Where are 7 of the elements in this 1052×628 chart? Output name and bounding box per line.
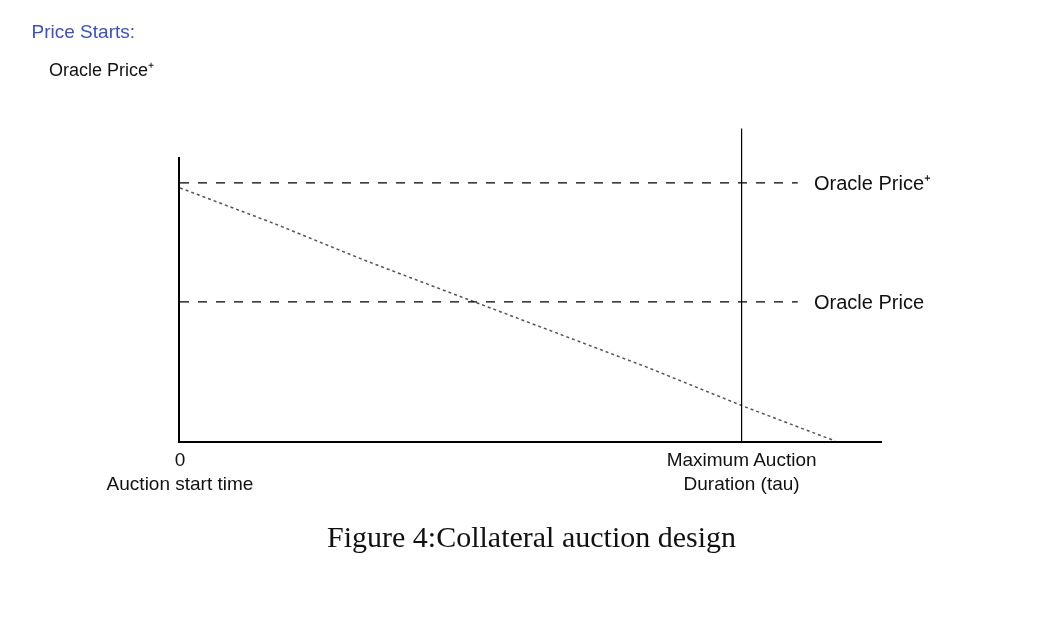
chart-subtitle: Oracle Price⁺ bbox=[49, 60, 155, 80]
x-tick-label: Maximum Auction Duration (tau) bbox=[666, 448, 817, 495]
x-tick-label: 0 Auction start time bbox=[106, 448, 254, 495]
chart-title: Price Starts: bbox=[31, 21, 136, 43]
caption: Figure 4:Collateral auction design bbox=[327, 520, 737, 553]
ref-line-label: Oracle Price⁺ bbox=[814, 172, 932, 194]
ref-line-label: Oracle Price bbox=[814, 291, 925, 313]
